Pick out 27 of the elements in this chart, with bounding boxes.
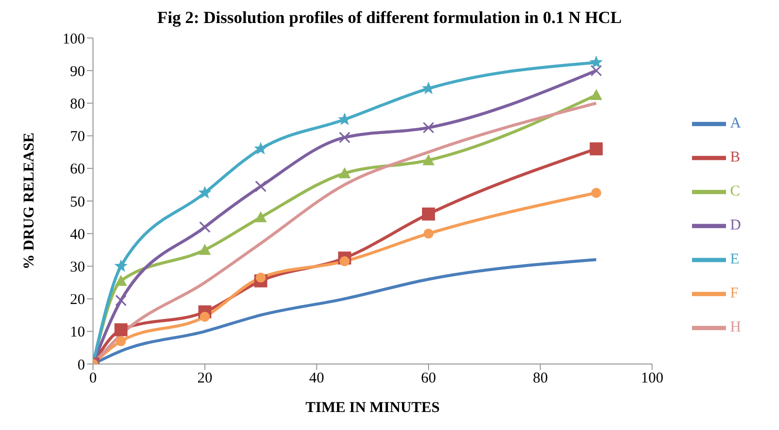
y-tick-label: 50 xyxy=(70,194,85,210)
y-tick-label: 100 xyxy=(62,31,85,48)
chart-title: Fig 2: Dissolution profiles of different formulation in 0.1 N HCL xyxy=(156,8,623,29)
x-tick-label: 100 xyxy=(640,370,664,387)
x-axis-title: TIME IN MINUTES xyxy=(305,400,440,416)
y-tick-label: 30 xyxy=(70,260,85,276)
x-tick-label: 0 xyxy=(89,370,97,387)
y-tick-label: 10 xyxy=(70,324,85,341)
y-tick-label: 70 xyxy=(70,129,85,146)
y-tick-label: 80 xyxy=(70,96,85,113)
x-tick-label: 60 xyxy=(420,370,436,387)
x-tick-label: 80 xyxy=(532,370,548,387)
y-tick-label: 40 xyxy=(70,226,85,243)
x-tick-label: 20 xyxy=(197,370,212,387)
y-tick-label: 90 xyxy=(70,64,85,80)
y-axis-title: % DRUG RELEASE xyxy=(21,132,38,270)
x-tick-label: 40 xyxy=(309,370,324,387)
legend-label: H xyxy=(730,319,741,336)
legend-label: F xyxy=(730,285,738,302)
y-tick-label: 20 xyxy=(70,292,85,308)
y-tick-label: 0 xyxy=(78,357,85,374)
legend-label: E xyxy=(730,251,740,268)
legend-label: B xyxy=(730,149,740,166)
legend-label: D xyxy=(730,217,741,234)
y-tick-label: 60 xyxy=(70,162,85,178)
legend-label: C xyxy=(730,183,740,200)
legend-label: A xyxy=(730,115,741,132)
